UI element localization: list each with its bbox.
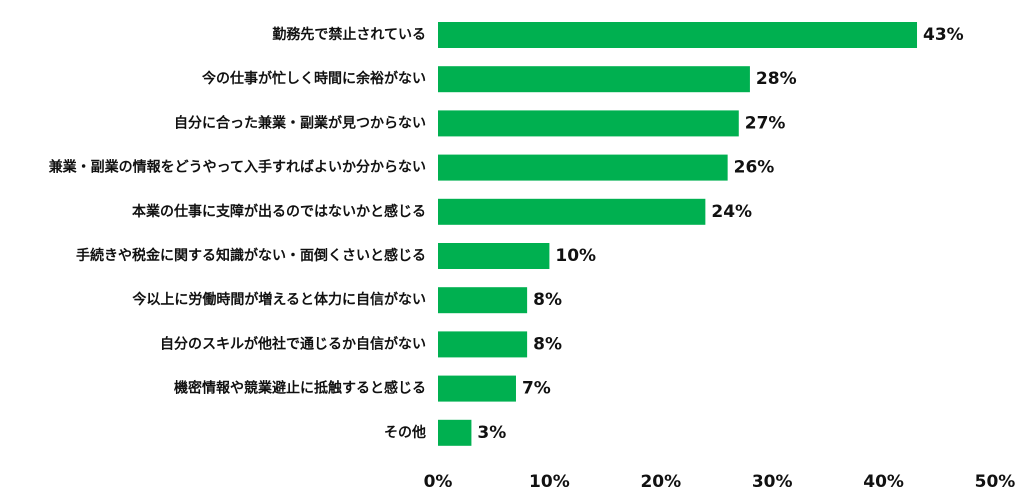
category-label: 手続きや税金に関する知識がない・面倒くさいと感じる [76,247,426,264]
x-tick-label: 50% [975,472,1016,492]
category-label: 勤務先で禁止されている [272,26,426,43]
x-tick-label: 40% [863,472,904,492]
data-label: 10% [555,246,596,266]
data-label: 8% [533,334,562,354]
data-label: 8% [533,290,562,310]
x-tick-label: 20% [640,472,681,492]
x-tick-label: 0% [424,472,453,492]
bar [438,419,472,446]
x-tick-label: 30% [752,472,793,492]
bar [438,331,528,358]
bars-layer [438,22,918,446]
category-label: その他 [384,424,426,441]
data-label: 7% [522,379,551,399]
x-tick-label: 10% [529,472,570,492]
category-label: 本業の仕事に支障が出るのではないかと感じる [132,203,426,220]
bar [438,66,750,93]
bar [438,154,728,181]
data-label: 3% [477,423,506,443]
data-label: 27% [745,113,786,133]
category-label: 今以上に労働時間が増えると体力に自信がない [131,291,426,308]
category-label: 兼業・副業の情報をどうやって入手すればよいか分からない [49,159,426,176]
category-label: 自分に合った兼業・副業が見つからない [174,114,426,131]
bar [438,110,739,137]
bar [438,22,918,48]
data-label: 26% [734,158,775,178]
category-label: 機密情報や競業避止に抵触すると感じる [174,380,426,397]
data-label: 43% [923,25,964,45]
bar [438,243,550,269]
data-label: 28% [756,69,797,89]
labels-layer: 勤務先で禁止されている 43% 今の仕事が忙しく時間に余裕がない 28% 自分に合った兼… [49,25,964,443]
bar [438,198,706,225]
ticks-layer: 0% 10% 20% 30% 40% 50% [424,472,1016,492]
bar [438,287,528,314]
category-label: 今の仕事が忙しく時間に余裕がない [201,70,426,87]
category-label: 自分のスキルが他社で通じるか自信がない [160,335,426,352]
data-label: 24% [711,202,752,222]
bar [438,375,516,402]
